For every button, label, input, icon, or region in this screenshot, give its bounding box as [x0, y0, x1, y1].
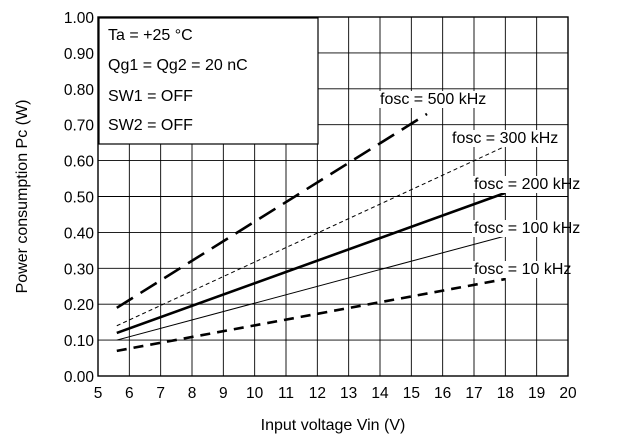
conditions-text: Ta = +25 °C Qg1 = Qg2 = 20 nC SW1 = OFF SW2… — [108, 27, 248, 134]
x-tick-label: 9 — [219, 385, 228, 402]
y-tick-label: 0.20 — [64, 297, 95, 314]
series-label: fosc = 500 kHz — [380, 91, 486, 108]
x-tick-label: 12 — [309, 385, 326, 402]
y-tick-label: 0.40 — [64, 225, 95, 242]
y-tick-label: 0.70 — [64, 118, 95, 135]
y-axis-label: Power consumption Pc (W) — [14, 100, 31, 294]
series-label-main: fosc = 10 kHz — [474, 261, 571, 278]
x-tick-label: 14 — [371, 385, 389, 402]
x-tick-label: 18 — [497, 385, 514, 402]
series-label-background — [472, 176, 583, 193]
series-labels: fosc = 500 kHz fosc = 300 kHz fosc = 200 k… — [378, 91, 583, 278]
series-label: fosc = 10 kHz — [474, 261, 571, 278]
series-label-background — [378, 91, 489, 108]
x-tick-label: 17 — [465, 385, 482, 402]
series-label: fosc = 200 kHz — [474, 176, 580, 193]
y-tick-label: 0.10 — [64, 333, 95, 350]
series-label-main: fosc = 300 kHz — [452, 130, 558, 147]
conditions-box — [98, 17, 319, 145]
x-tick-label: 7 — [156, 385, 165, 402]
condition-text: SW2 = OFF — [108, 117, 193, 134]
series-line — [116, 191, 506, 335]
x-tick-label: 16 — [434, 385, 451, 402]
series-line — [116, 145, 506, 327]
series-label-main: fosc = 100 kHz — [474, 220, 580, 237]
series-label-main: fosc = 200 kHz — [474, 176, 580, 193]
x-tick-label: 13 — [340, 385, 357, 402]
series-line — [116, 277, 506, 353]
y-tick-label: 0.30 — [64, 261, 95, 278]
plot-frame — [97, 16, 569, 377]
y-tick-label: 0.50 — [64, 190, 95, 207]
x-tick-label: 15 — [403, 385, 420, 402]
condition-text: Qg1 = Qg2 = 20 nC — [108, 57, 248, 74]
x-tick-label: 20 — [559, 385, 577, 402]
series-label-background — [472, 261, 574, 278]
x-tick-label: 11 — [278, 385, 294, 402]
condition-text: SW1 = OFF — [108, 88, 193, 105]
x-tick-label: 19 — [528, 385, 545, 402]
y-tick-label: 0.80 — [64, 82, 95, 99]
x-tick-label: 10 — [246, 385, 264, 402]
x-tick-label: 5 — [94, 385, 103, 402]
x-tick-label: 8 — [188, 385, 197, 402]
x-axis-label: Input voltage Vin (V) — [261, 417, 406, 434]
y-tick-label: 0.90 — [64, 46, 95, 63]
series-line — [116, 235, 506, 341]
series-label-main: fosc = 500 kHz — [380, 91, 486, 108]
y-tick-label: 0.60 — [64, 154, 95, 171]
series-label: fosc = 300 kHz — [452, 130, 558, 147]
series-label: fosc = 100 kHz — [474, 220, 580, 237]
tick-labels: 5 6 7 8 9 10 11 12 13 14 15 16 17 18 19 20 0.00 0.10 0.20 0… — [64, 10, 577, 402]
y-tick-label: 0.00 — [64, 369, 95, 386]
series-label-background — [472, 220, 583, 237]
series-line — [116, 112, 428, 309]
series-label-background — [450, 130, 561, 147]
x-tick-label: 6 — [125, 385, 134, 402]
series-lines — [116, 112, 506, 353]
y-tick-label: 1.00 — [64, 10, 95, 27]
condition-text: Ta = +25 °C — [108, 27, 193, 44]
